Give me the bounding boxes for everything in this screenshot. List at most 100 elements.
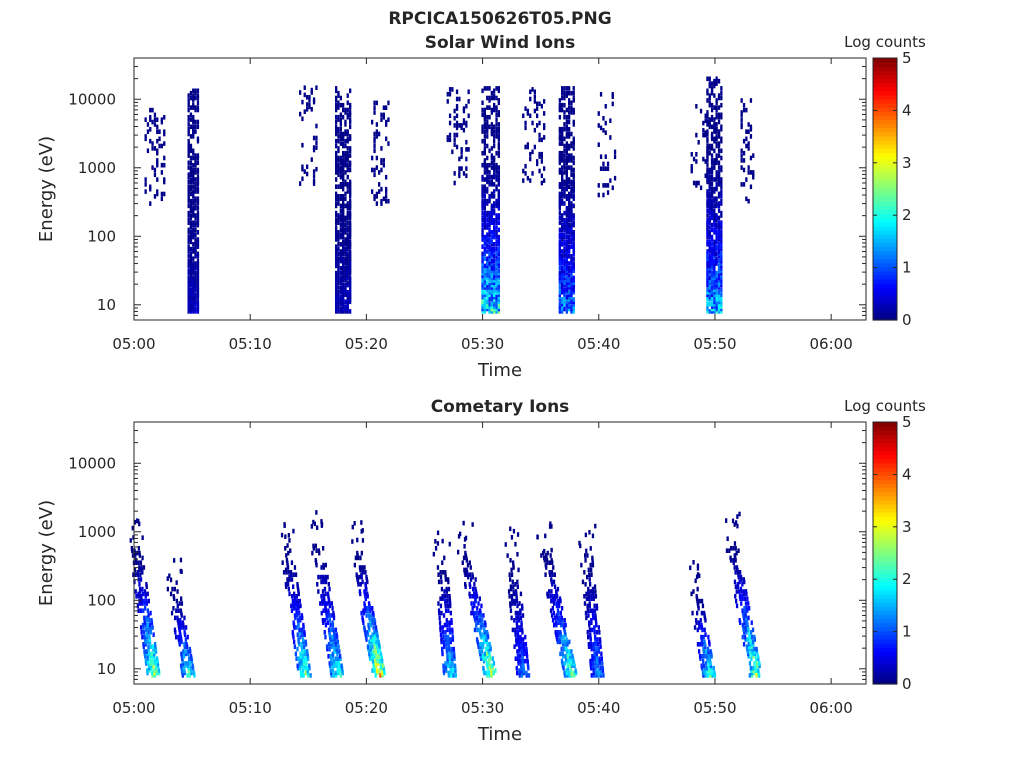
heatmap-cell [713,268,716,273]
heatmap-cell [569,668,573,673]
heatmap-cell [445,642,448,647]
heatmap-cell [486,306,489,312]
heatmap-cell [720,220,723,225]
heatmap-cell [151,654,154,659]
heatmap-cell [538,151,541,157]
heatmap-cell [715,239,718,245]
heatmap-cell [339,670,342,676]
heatmap-cell [313,521,316,527]
heatmap-cell [488,306,491,312]
heatmap-cell [360,550,363,556]
heatmap-cell [710,198,714,204]
heatmap-cell [715,299,718,305]
heatmap-cell [746,625,750,630]
heatmap-cell [717,266,721,271]
x-tick-label: 05:30 [461,335,504,353]
y-tick-label: 1000 [78,523,116,541]
heatmap-cell [750,668,753,673]
heatmap-cell [486,304,489,309]
heatmap-cell [447,608,450,613]
heatmap-cell [189,278,193,283]
heatmap-cell [712,665,715,671]
heatmap-cell [517,639,520,645]
heatmap-cell [495,273,498,278]
heatmap-cell [713,186,716,192]
heatmap-cell [561,150,564,156]
colorbar-swatch [873,512,897,517]
heatmap-cell [177,634,180,640]
heatmap-cell [339,294,342,300]
heatmap-cell [565,119,568,125]
heatmap-cell [565,270,568,276]
heatmap-cell [565,649,568,654]
heatmap-cell [337,146,340,151]
heatmap-cell [147,658,150,664]
heatmap-cell [522,178,525,183]
heatmap-cell [446,99,449,104]
heatmap-cell [180,613,183,618]
heatmap-cell [565,150,568,156]
heatmap-cell [346,239,349,245]
heatmap-cell [493,263,496,269]
heatmap-cell [752,172,755,178]
heatmap-cell [572,278,575,283]
heatmap-cell [593,630,596,635]
heatmap-cell [568,292,571,297]
heatmap-cell [703,668,706,673]
heatmap-cell [442,665,445,671]
heatmap-cell [746,637,749,642]
heatmap-cell [371,634,375,640]
heatmap-cell [717,119,721,125]
heatmap-cell [706,170,709,175]
heatmap-cell [594,594,598,599]
heatmap-cell [327,594,330,599]
heatmap-cell [148,665,151,671]
heatmap-cell [587,613,590,618]
heatmap-cell [139,608,142,613]
heatmap-cell [319,601,322,606]
heatmap-cell [565,266,568,271]
heatmap-cell [516,584,519,589]
heatmap-cell [708,191,711,197]
heatmap-cell [550,598,553,604]
heatmap-cell [710,191,714,197]
heatmap-cell [486,258,489,264]
heatmap-cell [349,160,352,166]
heatmap-cell [493,275,496,281]
heatmap-cell [142,625,145,630]
heatmap-cell [572,174,575,180]
heatmap-cell [735,589,738,594]
heatmap-cell [187,174,190,180]
heatmap-cell [370,649,373,654]
heatmap-cell [145,615,148,621]
heatmap-cell [467,99,470,104]
heatmap-cell [713,198,716,204]
heatmap-cell [183,632,187,637]
colorbar-swatch [873,422,897,427]
heatmap-cell [339,141,342,146]
heatmap-cell [450,654,454,659]
heatmap-cell [346,225,349,230]
heatmap-cell [380,654,383,659]
heatmap-cell [591,555,594,561]
heatmap-cell [568,649,571,654]
heatmap-cell [710,107,714,113]
heatmap-cell [741,608,744,613]
heatmap-cell [337,246,340,252]
heatmap-cell [710,158,714,163]
heatmap-cell [483,639,486,645]
heatmap-cell [495,290,498,295]
heatmap-cell [572,196,575,201]
heatmap-cell [301,166,304,172]
heatmap-cell [196,95,200,101]
heatmap-cell [586,630,589,635]
heatmap-cell [715,292,718,297]
heatmap-cell [593,603,596,609]
colorbar-swatch [873,565,897,570]
heatmap-cell [572,309,575,314]
heatmap-cell [301,615,304,621]
heatmap-cell [589,634,592,640]
heatmap-cell [344,218,347,223]
heatmap-cell [378,658,382,664]
heatmap-cell [570,294,573,300]
